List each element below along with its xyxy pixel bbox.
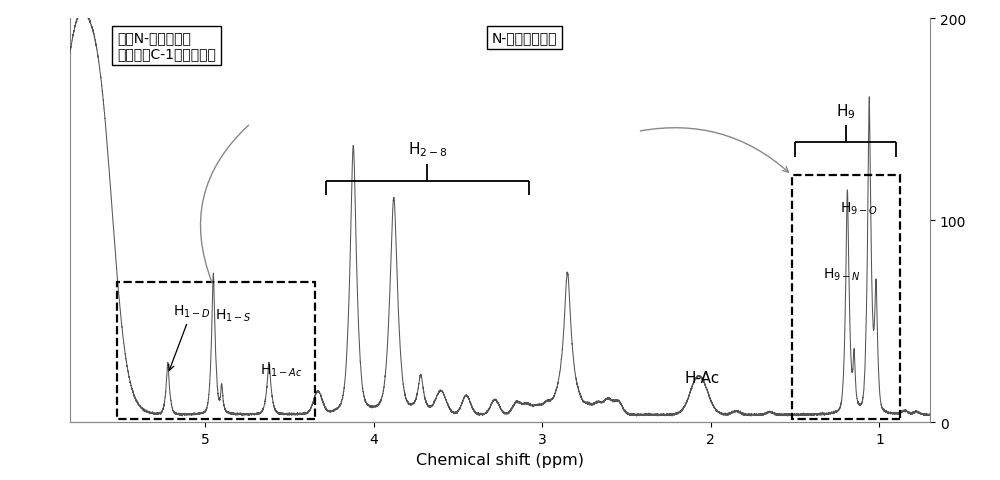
Text: N-取代与总取代: N-取代与总取代 <box>491 31 557 45</box>
Text: H$_{1-Ac}$: H$_{1-Ac}$ <box>260 362 302 378</box>
Text: H$_{1-S}$: H$_{1-S}$ <box>215 307 252 323</box>
Text: H$_{1-D}$: H$_{1-D}$ <box>169 303 211 371</box>
Text: H$_{2-8}$: H$_{2-8}$ <box>408 141 447 159</box>
Text: H$_9$: H$_9$ <box>836 102 855 120</box>
Bar <box>792 176 900 419</box>
X-axis label: Chemical shift (ppm): Chemical shift (ppm) <box>416 452 584 467</box>
Text: 体现N-取代状态的
异头碳（C-1位）质子峰: 体现N-取代状态的 异头碳（C-1位）质子峰 <box>117 31 216 61</box>
Bar <box>117 282 315 419</box>
Text: H$_{9-O}$: H$_{9-O}$ <box>840 200 878 216</box>
Text: H-Ac: H-Ac <box>685 371 720 385</box>
Text: H$_{9-N}$: H$_{9-N}$ <box>823 266 861 282</box>
